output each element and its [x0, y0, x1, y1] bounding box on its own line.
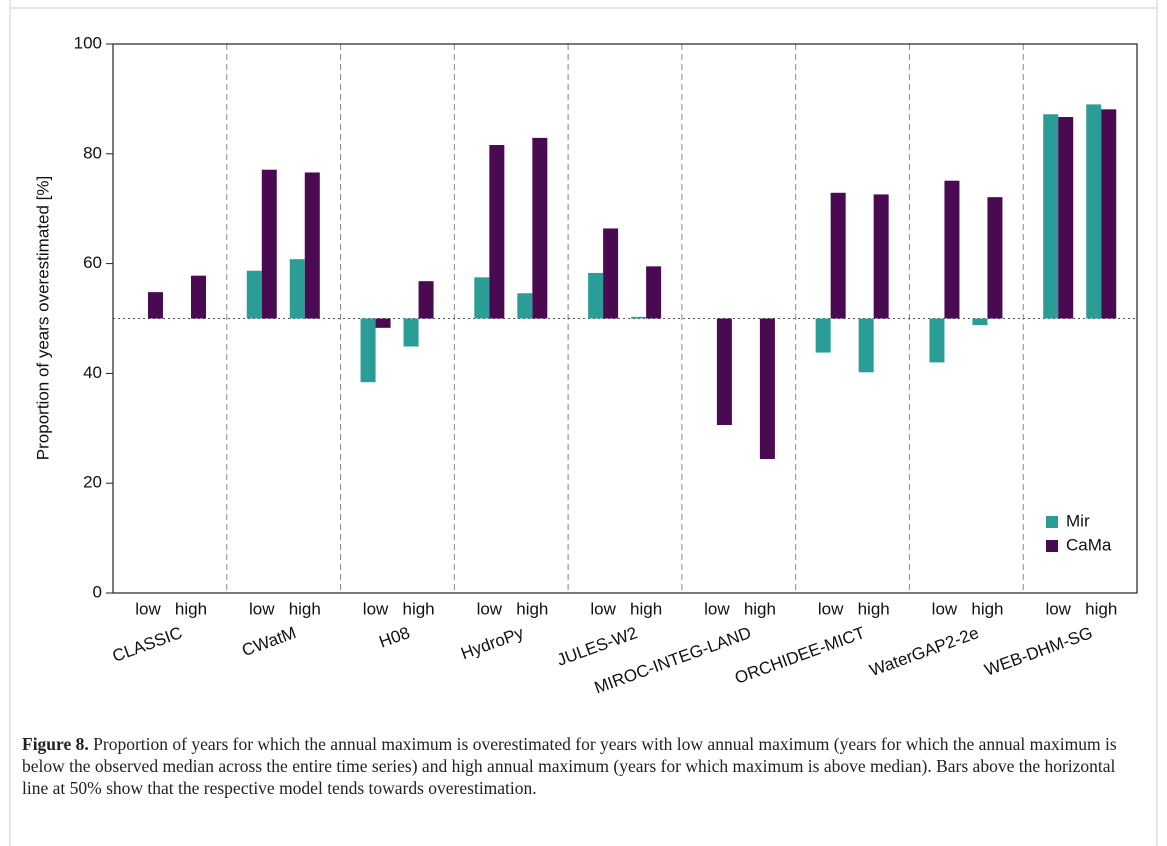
bar [603, 228, 619, 319]
y-tick-label: 80 [83, 143, 102, 162]
x-tick-label: JULES-W2 [554, 623, 640, 670]
sub-label: low [704, 599, 730, 618]
legend-swatch [1046, 540, 1058, 552]
bar [1058, 117, 1074, 319]
bar [631, 316, 647, 319]
bar [1043, 114, 1059, 319]
sub-label: high [1085, 599, 1117, 618]
bar [646, 266, 662, 319]
legend-label: Mir [1066, 511, 1090, 530]
plot-frame [112, 43, 1138, 594]
y-axis-label: Proportion of years overestimated [%] [33, 176, 52, 460]
bar [360, 318, 376, 383]
bar [759, 318, 775, 460]
sub-label: low [249, 599, 275, 618]
y-tick-label: 60 [83, 253, 102, 272]
bar [815, 318, 831, 353]
sub-label: high [744, 599, 776, 618]
bar [944, 180, 960, 319]
x-tick-label: WaterGAP2-2e [867, 623, 981, 680]
sub-label: high [858, 599, 890, 618]
sub-label: high [402, 599, 434, 618]
caption-text: Proportion of years for which the annual… [22, 734, 1117, 798]
bar [588, 272, 604, 319]
sub-label: high [516, 599, 548, 618]
sub-label: low [590, 599, 616, 618]
bar [418, 281, 434, 319]
sub-label: high [971, 599, 1003, 618]
bar [489, 145, 505, 319]
x-tick-label: CLASSIC [110, 623, 185, 666]
x-tick-label: WEB-DHM-SG [982, 623, 1095, 680]
legend-label: CaMa [1066, 535, 1112, 554]
bar [858, 318, 874, 373]
bar [972, 318, 988, 326]
sub-label: low [135, 599, 161, 618]
y-tick-label: 100 [74, 33, 102, 52]
bar [261, 169, 277, 319]
sub-label: low [477, 599, 503, 618]
x-tick-label: H08 [377, 623, 413, 652]
bar [289, 259, 305, 319]
sub-label: low [1045, 599, 1071, 618]
caption: Figure 8. Proportion of years for which … [22, 733, 1142, 799]
legend-swatch [1046, 516, 1058, 528]
sub-label: low [932, 599, 958, 618]
sub-label: high [630, 599, 662, 618]
bar [873, 194, 889, 319]
bar [304, 172, 320, 319]
bar [246, 270, 262, 319]
y-tick-label: 20 [83, 473, 102, 492]
bar [191, 275, 206, 319]
bar [375, 318, 391, 328]
x-tick-label: CWatM [239, 623, 298, 660]
caption-label: Figure 8. [22, 734, 89, 754]
sub-label: high [289, 599, 321, 618]
bar [532, 137, 548, 319]
bar [716, 318, 732, 426]
bar [148, 292, 163, 319]
bar [987, 197, 1003, 319]
sub-label: high [175, 599, 207, 618]
bar [830, 192, 846, 319]
sub-label: low [818, 599, 844, 618]
y-tick-label: 40 [83, 363, 102, 382]
sub-label: low [363, 599, 389, 618]
x-tick-label: HydroPy [458, 623, 526, 663]
x-tick-label: ORCHIDEE-MICT [732, 623, 867, 688]
bar [1086, 104, 1102, 319]
bar [403, 318, 419, 347]
bar [1101, 109, 1117, 319]
bar [474, 277, 490, 319]
y-tick-label: 0 [93, 582, 102, 601]
bar [929, 318, 945, 363]
bar [517, 293, 533, 319]
